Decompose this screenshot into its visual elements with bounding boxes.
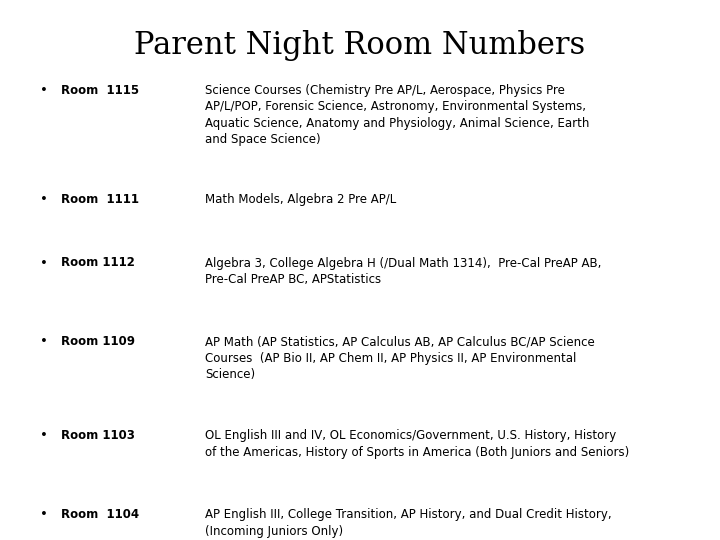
Text: •: • — [40, 508, 48, 521]
Text: Algebra 3, College Algebra H (/Dual Math 1314),  Pre-Cal PreAP AB,
Pre-Cal PreAP: Algebra 3, College Algebra H (/Dual Math… — [205, 256, 602, 286]
Text: Room  1111: Room 1111 — [61, 193, 139, 206]
Text: Room 1109: Room 1109 — [61, 335, 135, 348]
Text: •: • — [40, 256, 48, 269]
Text: Room 1103: Room 1103 — [61, 429, 135, 442]
Text: Room 1112: Room 1112 — [61, 256, 135, 269]
Text: Room  1104: Room 1104 — [61, 508, 140, 521]
Text: AP English III, College Transition, AP History, and Dual Credit History,
(Incomi: AP English III, College Transition, AP H… — [205, 508, 612, 538]
Text: •: • — [40, 193, 48, 206]
Text: AP Math (AP Statistics, AP Calculus AB, AP Calculus BC/AP Science
Courses  (AP B: AP Math (AP Statistics, AP Calculus AB, … — [205, 335, 595, 381]
Text: OL English III and IV, OL Economics/Government, U.S. History, History
of the Ame: OL English III and IV, OL Economics/Gove… — [205, 429, 629, 459]
Text: Room  1115: Room 1115 — [61, 84, 140, 97]
Text: •: • — [40, 84, 48, 97]
Text: Math Models, Algebra 2 Pre AP/L: Math Models, Algebra 2 Pre AP/L — [205, 193, 397, 206]
Text: Parent Night Room Numbers: Parent Night Room Numbers — [135, 30, 585, 60]
Text: •: • — [40, 335, 48, 348]
Text: •: • — [40, 429, 48, 442]
Text: Science Courses (Chemistry Pre AP/L, Aerospace, Physics Pre
AP/L/POP, Forensic S: Science Courses (Chemistry Pre AP/L, Aer… — [205, 84, 590, 146]
